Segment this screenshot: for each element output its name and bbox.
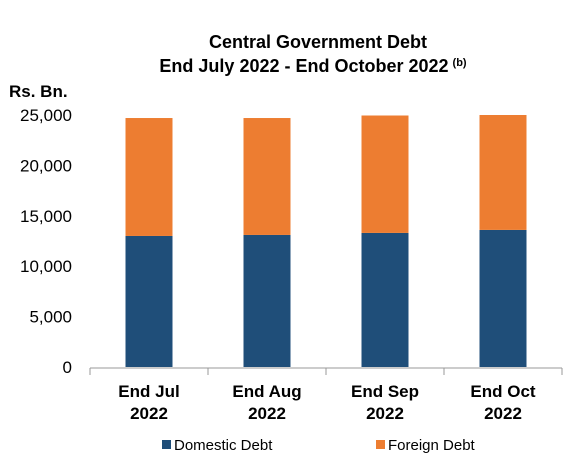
foreign-debt-bar xyxy=(479,115,527,230)
x-category-label: 2022 xyxy=(484,404,522,423)
x-category-label: 2022 xyxy=(366,404,404,423)
y-tick-label: 25,000 xyxy=(20,106,72,125)
y-axis-label: Rs. Bn. xyxy=(9,82,68,101)
legend-swatch xyxy=(376,440,385,449)
chart-title-line2-text: End July 2022 - End October 2022 xyxy=(159,56,448,76)
x-category-label: 2022 xyxy=(130,404,168,423)
legend-label: Foreign Debt xyxy=(388,437,476,454)
legend-swatch xyxy=(162,440,171,449)
domestic-debt-bar xyxy=(243,234,291,367)
category-labels: End Jul 2022 End Aug 2022 End Sep 2022 End Oct… xyxy=(118,382,536,423)
foreign-debt-bar xyxy=(243,118,291,235)
chart-title-note: (b) xyxy=(453,57,467,69)
x-category-label: End Oct xyxy=(470,382,536,401)
y-tick-labels: 0 5,000 10,000 15,000 20,000 25,000 xyxy=(20,106,72,377)
chart-title-line1: Central Government Debt xyxy=(209,32,427,52)
legend: Domestic Debt Foreign Debt xyxy=(162,437,476,454)
foreign-debt-bar xyxy=(361,115,409,233)
x-tick-marks xyxy=(89,368,563,375)
x-category-label: End Aug xyxy=(232,382,301,401)
x-category-label: 2022 xyxy=(248,404,286,423)
x-category-label: End Jul xyxy=(118,382,179,401)
domestic-debt-bar xyxy=(361,232,409,367)
x-category-label: End Sep xyxy=(351,382,419,401)
y-tick-label: 20,000 xyxy=(20,156,72,175)
domestic-debt-bar xyxy=(479,229,527,367)
chart-title-line2: End July 2022 - End October 2022 (b) xyxy=(159,56,466,76)
domestic-debt-bar xyxy=(125,235,173,367)
y-tick-label: 5,000 xyxy=(29,308,72,327)
bars xyxy=(125,115,527,367)
legend-label: Domestic Debt xyxy=(174,437,273,454)
y-tick-label: 15,000 xyxy=(20,207,72,226)
foreign-debt-bar xyxy=(125,118,173,236)
y-tick-label: 10,000 xyxy=(20,257,72,276)
y-tick-label: 0 xyxy=(63,358,72,377)
